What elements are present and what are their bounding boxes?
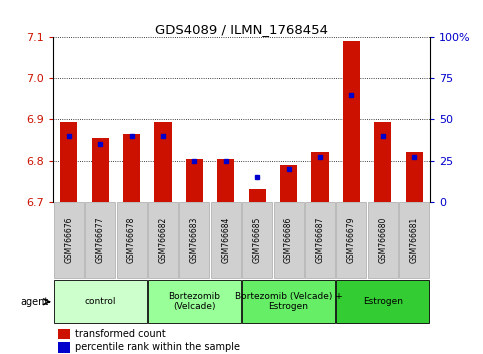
Text: GSM766676: GSM766676 [64,217,73,263]
Bar [343,41,360,202]
Bar [336,202,367,278]
Bar [123,134,140,202]
Text: percentile rank within the sample: percentile rank within the sample [75,342,240,352]
Bar [116,202,147,278]
Text: GSM766685: GSM766685 [253,217,262,263]
Text: GSM766686: GSM766686 [284,217,293,263]
Text: GSM766679: GSM766679 [347,217,356,263]
Bar [179,202,210,278]
Bar [58,342,70,353]
Text: agent: agent [20,297,48,307]
Text: Bortezomib
(Velcade): Bortezomib (Velcade) [169,292,220,312]
Text: GSM766683: GSM766683 [190,217,199,263]
Bar [217,159,234,202]
Text: GSM766680: GSM766680 [378,217,387,263]
Bar [336,280,429,323]
Text: GSM766681: GSM766681 [410,217,419,263]
Bar [211,202,241,278]
Bar [54,280,147,323]
Text: control: control [85,297,116,306]
Title: GDS4089 / ILMN_1768454: GDS4089 / ILMN_1768454 [155,23,328,36]
Bar [148,280,241,323]
Text: GSM766684: GSM766684 [221,217,230,263]
Text: Bortezomib (Velcade) +
Estrogen: Bortezomib (Velcade) + Estrogen [235,292,342,312]
Bar [249,189,266,202]
Bar [54,202,84,278]
Text: GSM766677: GSM766677 [96,217,105,263]
Bar [374,121,391,202]
Bar [242,280,335,323]
Bar [305,202,335,278]
Bar [58,329,70,339]
Bar [273,202,304,278]
Bar [242,202,272,278]
Bar [368,202,398,278]
Bar [280,165,297,202]
Text: Estrogen: Estrogen [363,297,403,306]
Bar [312,153,328,202]
Bar [148,202,178,278]
Text: GSM766687: GSM766687 [315,217,325,263]
Bar [92,138,109,202]
Bar [60,121,77,202]
Bar [85,202,115,278]
Bar [155,121,171,202]
Bar [186,159,203,202]
Bar [406,153,423,202]
Text: transformed count: transformed count [75,329,166,339]
Text: GSM766682: GSM766682 [158,217,168,263]
Bar [399,202,429,278]
Text: GSM766678: GSM766678 [127,217,136,263]
